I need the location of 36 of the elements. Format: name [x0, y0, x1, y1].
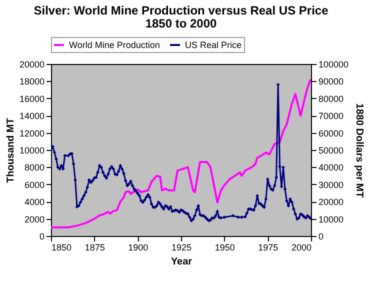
x-tick-label: 1975: [258, 242, 278, 252]
y-tick-label: 10000: [19, 146, 44, 156]
y-tick-label: 6000: [24, 180, 44, 190]
legend-label: US Real Price: [185, 40, 242, 50]
y-axis-title: Thousand MT: [5, 118, 16, 183]
y2-tick-label: 80000: [318, 94, 344, 104]
y2-tick-label: 100000: [318, 60, 349, 70]
x-tick-label: 1900: [128, 242, 148, 252]
x-tick-label: 1925: [171, 242, 192, 252]
x-tick-label: 1875: [84, 242, 105, 252]
y2-tick-label: 10000: [318, 214, 344, 224]
y-tick-label: 18000: [19, 76, 44, 87]
x-tick-label: 1850: [52, 242, 72, 252]
y-tick-label: 14000: [19, 111, 44, 122]
y2-tick-label: 0: [318, 232, 324, 242]
y-tick-label: 4000: [24, 197, 44, 208]
y-tick-label: 16000: [19, 94, 44, 104]
chart-title: Silver: World Mine Production versus Real US Price: [34, 4, 329, 18]
x-axis-title: Year: [170, 256, 192, 268]
y-tick-label: 2000: [24, 214, 44, 224]
chart-subtitle: 1850 to 2000: [145, 16, 218, 30]
y2-tick-label: 30000: [318, 180, 344, 190]
legend-label: World Mine Production: [69, 40, 160, 50]
y2-tick-label: 20000: [318, 197, 344, 208]
y-tick-label: 12000: [19, 128, 44, 138]
y2-axis-title: 1880 Dollars per MT: [354, 103, 365, 198]
y2-tick-label: 50000: [318, 146, 344, 156]
y2-tick-label: 90000: [318, 76, 344, 87]
y2-tick-label: 70000: [318, 111, 344, 122]
y2-tick-label: 60000: [318, 128, 344, 138]
x-tick-label: 1950: [214, 242, 235, 252]
y-tick-label: 0: [39, 232, 44, 242]
x-tick-label: 2000: [291, 242, 312, 252]
y-tick-label: 8000: [24, 162, 44, 173]
y-tick-label: 20000: [19, 60, 44, 70]
y2-tick-label: 40000: [318, 162, 344, 173]
